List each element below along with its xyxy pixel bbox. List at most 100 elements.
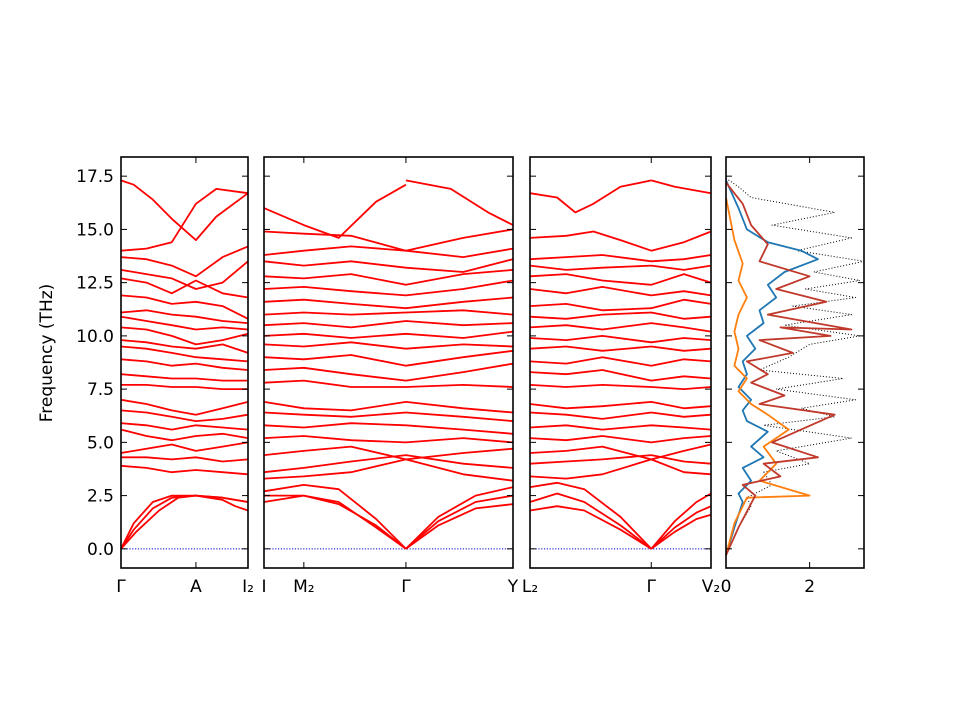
phonon-branch-14 — [263, 379, 514, 388]
panel-frame — [120, 156, 249, 569]
phonon-branch-24 — [529, 505, 652, 550]
panel-band-path-1: 0.0 2.5 5.0 7.5 10.0 12.5 15.0 17.5 Γ A I₂ — [76, 156, 254, 597]
phonon-branch-11 — [120, 358, 249, 371]
phonon-branch-8 — [529, 311, 712, 320]
dos-curve-0 — [725, 177, 865, 556]
phonon-branch-3 — [120, 260, 249, 290]
x-tick-label: Y — [507, 577, 519, 597]
y-tick-label: 5.0 — [87, 433, 114, 453]
x-tick-label: V₂ — [702, 577, 720, 597]
plot-layer: 0.0 2.5 5.0 7.5 10.0 12.5 15.0 17.5 Γ A I₂ I M₂ Γ Y L₂ Γ… — [76, 156, 865, 597]
phonon-branch-11 — [263, 341, 514, 350]
phonon-branch-0 — [529, 179, 652, 214]
phonon-branch-13 — [121, 383, 248, 391]
phonon-branch-16 — [263, 411, 514, 422]
phonon-branch-9 — [263, 320, 514, 329]
panel-frame — [263, 156, 514, 569]
phonon-branch-2 — [529, 230, 712, 252]
phonon-branch-22 — [529, 492, 652, 550]
y-tick-label: 17.5 — [76, 167, 114, 187]
panel-frame — [725, 156, 865, 569]
phonon-branch-11 — [529, 345, 712, 352]
x-tick-label: Γ — [116, 577, 126, 597]
phonon-branch-25 — [405, 486, 514, 550]
phonon-branch-13 — [529, 369, 712, 382]
x-tick-label: 2 — [804, 577, 815, 597]
phonon-branch-16 — [120, 422, 249, 431]
phonon-branch-15 — [263, 400, 514, 414]
phonon-branch-19 — [121, 456, 249, 463]
phonon-branch-17 — [529, 424, 712, 431]
x-tick-label: 0 — [721, 577, 732, 597]
phonon-branch-1 — [405, 179, 514, 226]
panel-band-path-3: L₂ Γ V₂ — [522, 156, 720, 597]
phonon-branch-4 — [529, 264, 712, 271]
phonon-branch-10 — [120, 345, 249, 363]
phonon-branch-23 — [263, 494, 407, 550]
panel-band-path-2: I M₂ Γ Y — [261, 156, 519, 597]
phonon-branch-17 — [263, 422, 514, 435]
x-tick-label: Γ — [401, 577, 411, 597]
y-tick-label: 15.0 — [76, 220, 114, 240]
phonon-branch-20 — [529, 454, 712, 465]
x-tick-label: L₂ — [522, 577, 538, 597]
phonon-branch-20 — [120, 464, 249, 476]
phonon-branch-26 — [650, 505, 712, 550]
phonon-branch-1 — [120, 187, 249, 252]
phonon-branch-24 — [263, 483, 407, 550]
phonon-branch-3 — [529, 254, 712, 263]
phonon-branch-5 — [120, 294, 249, 320]
phonon-branch-17 — [120, 428, 249, 442]
phonon-branch-5 — [529, 273, 712, 286]
phonon-branch-22 — [264, 494, 407, 550]
phonon-branch-23 — [120, 494, 249, 550]
phonon-branch-18 — [263, 435, 514, 444]
phonon-branch-15 — [529, 400, 712, 410]
phonon-branch-12 — [120, 373, 248, 382]
phonon-branch-4 — [120, 277, 249, 299]
dos-curve-3 — [725, 182, 853, 556]
y-tick-label: 10.0 — [76, 327, 114, 347]
phonon-branch-23 — [529, 481, 652, 550]
y-tick-label: 2.5 — [87, 487, 114, 507]
phonon-branch-21 — [263, 458, 514, 482]
phonon-branch-7 — [529, 298, 712, 312]
phonon-branch-2 — [120, 245, 249, 278]
x-tick-label: I₂ — [242, 577, 254, 597]
phonon-branch-13 — [263, 362, 514, 382]
phonon-branch-10 — [263, 330, 514, 339]
x-tick-label: A — [190, 577, 202, 597]
y-tick-label: 12.5 — [76, 274, 114, 294]
phonon-branch-19 — [529, 443, 712, 461]
phonon-branch-0 — [120, 179, 249, 242]
dos-curve-1 — [725, 180, 819, 556]
x-tick-label: Γ — [647, 577, 657, 597]
phonon-branch-0 — [263, 183, 407, 239]
x-tick-label: M₂ — [293, 577, 314, 597]
phonon-branch-2 — [263, 228, 514, 252]
phonon-branch-8 — [263, 309, 514, 316]
phonon-branch-12 — [263, 349, 514, 367]
phonon-branch-20 — [263, 454, 514, 474]
y-axis-label: Frequency (THz) — [37, 284, 57, 423]
phonon-branch-18 — [120, 441, 249, 454]
dos-curve-2 — [725, 197, 811, 556]
phonon-branch-6 — [120, 309, 249, 324]
phonon-branch-8 — [120, 326, 249, 346]
phonon-branch-7 — [263, 296, 514, 310]
y-tick-label: 0.0 — [87, 540, 114, 560]
phonon-branch-5 — [263, 269, 514, 286]
phonon-branch-4 — [263, 258, 514, 273]
phonon-branch-3 — [263, 245, 514, 259]
panel-frame — [529, 156, 712, 569]
phonon-branch-14 — [529, 383, 712, 391]
phonon-branch-21 — [529, 458, 712, 480]
phonon-branch-15 — [120, 409, 249, 423]
phonon-branch-6 — [263, 279, 514, 297]
phonon-branch-26 — [405, 494, 514, 550]
phonon-branch-27 — [405, 503, 514, 550]
y-tick-label: 7.5 — [87, 380, 114, 400]
phonon-branch-1 — [651, 179, 712, 195]
